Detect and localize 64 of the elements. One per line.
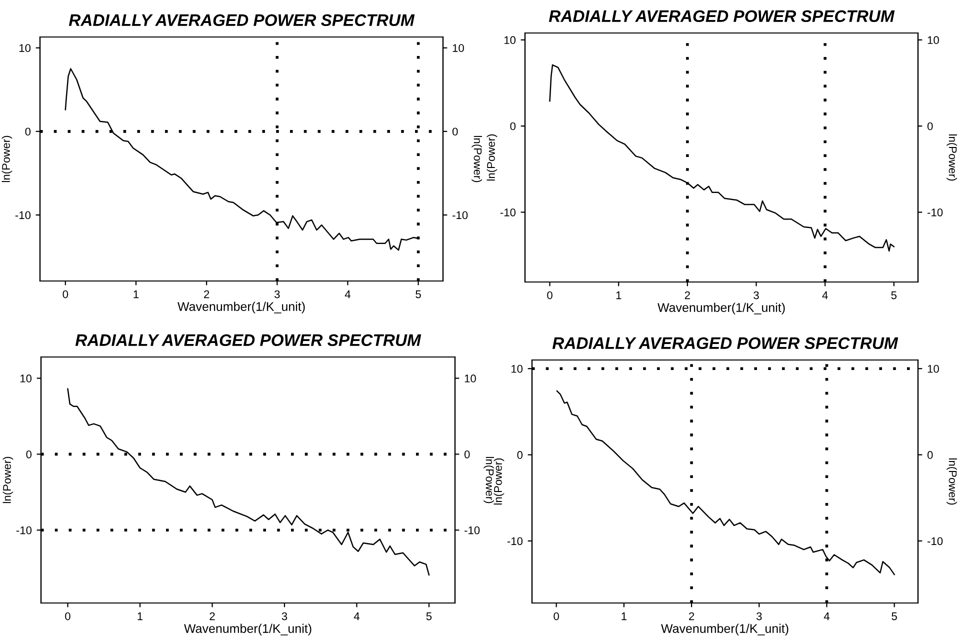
y-tick-label: -10 — [16, 526, 32, 534]
x-tick-label: 3 — [754, 291, 759, 300]
x-tick-label: 5 — [891, 291, 897, 300]
chart-title: RADIALLY AVERAGED POWER SPECTRUM — [75, 334, 422, 346]
x-tick-label: 3 — [274, 290, 280, 298]
y-tick-label: 10 — [511, 364, 523, 373]
x-axis-title: Wavenumber(1/K_unit) — [178, 302, 305, 314]
y-axis-title: ln(Power) — [2, 136, 12, 182]
y2-tick-label: -10 — [464, 526, 480, 534]
y-tick-label: 0 — [517, 451, 523, 459]
y-tick-label: -10 — [15, 211, 31, 220]
x-tick-label: 2 — [689, 612, 694, 620]
y2-tick-label: 0 — [464, 450, 470, 458]
y2-tick-label: 0 — [927, 451, 933, 459]
y-tick-label: 0 — [25, 128, 31, 136]
y-axis-title: ln(Power) — [2, 456, 14, 504]
y2-axis-title: ln(Power) — [946, 458, 957, 505]
chart-title: RADIALLY AVERAGED POWER SPECTRUM — [68, 14, 415, 26]
y2-tick-label: -10 — [928, 208, 943, 216]
y2-tick-label: 10 — [928, 36, 939, 44]
x-tick-label: 1 — [622, 612, 626, 620]
y2-tick-label: -10 — [452, 211, 468, 220]
x-tick-label: 4 — [824, 612, 830, 620]
x-tick-label: 2 — [684, 291, 690, 300]
y2-axis-title: ln(Power) — [946, 134, 957, 181]
x-tick-label: 5 — [426, 612, 432, 620]
y-tick-label: 0 — [26, 450, 32, 458]
y2-tick-label: 10 — [464, 374, 476, 382]
x-tick-label: 2 — [204, 290, 210, 298]
x-axis-title: Wavenumber(1/K_unit) — [658, 302, 785, 314]
x-axis-title: Wavenumber(1/K_unit) — [661, 624, 788, 636]
y2-tick-label: 0 — [452, 128, 458, 136]
x-tick-label: 1 — [134, 290, 139, 298]
y2-tick-label: -10 — [928, 537, 943, 546]
x-tick-label: 4 — [354, 612, 360, 620]
y-axis-title: ln(Power) — [486, 134, 498, 181]
y-tick-label: -10 — [500, 208, 516, 216]
y-tick-label: -10 — [507, 537, 523, 546]
y-tick-label: 10 — [20, 374, 32, 382]
x-tick-label: 2 — [210, 612, 215, 620]
y2-tick-label: 0 — [927, 122, 933, 130]
x-tick-label: 4 — [822, 291, 828, 300]
x-tick-label: 3 — [282, 612, 288, 620]
y-tick-label: 10 — [19, 44, 31, 52]
x-tick-label: 5 — [416, 290, 421, 298]
y-tick-label: 10 — [504, 36, 516, 44]
y-axis-title: ln(Power) — [494, 458, 504, 505]
chart-title: RADIALLY AVERAGED POWER SPECTRUM — [548, 10, 895, 22]
y2-tick-label: 10 — [928, 364, 939, 373]
x-axis-title: Wavenumber(1/K_unit) — [184, 624, 312, 636]
y-tick-label: 0 — [510, 122, 516, 130]
x-tick-label: 5 — [892, 612, 897, 620]
y2-axis-title: ln(Power) — [484, 456, 494, 504]
x-tick-label: 3 — [756, 612, 762, 620]
chart-title: RADIALLY AVERAGED POWER SPECTRUM — [552, 337, 898, 350]
x-tick-label: 1 — [138, 612, 143, 620]
x-tick-label: 0 — [554, 612, 559, 620]
x-tick-label: 0 — [62, 290, 68, 298]
x-tick-label: 4 — [344, 290, 350, 298]
x-tick-label: 0 — [547, 291, 552, 300]
x-tick-label: 1 — [616, 291, 622, 300]
y2-axis-title: ln(Power) — [472, 136, 482, 182]
y2-tick-label: 10 — [452, 44, 464, 52]
x-tick-label: 0 — [65, 612, 70, 620]
